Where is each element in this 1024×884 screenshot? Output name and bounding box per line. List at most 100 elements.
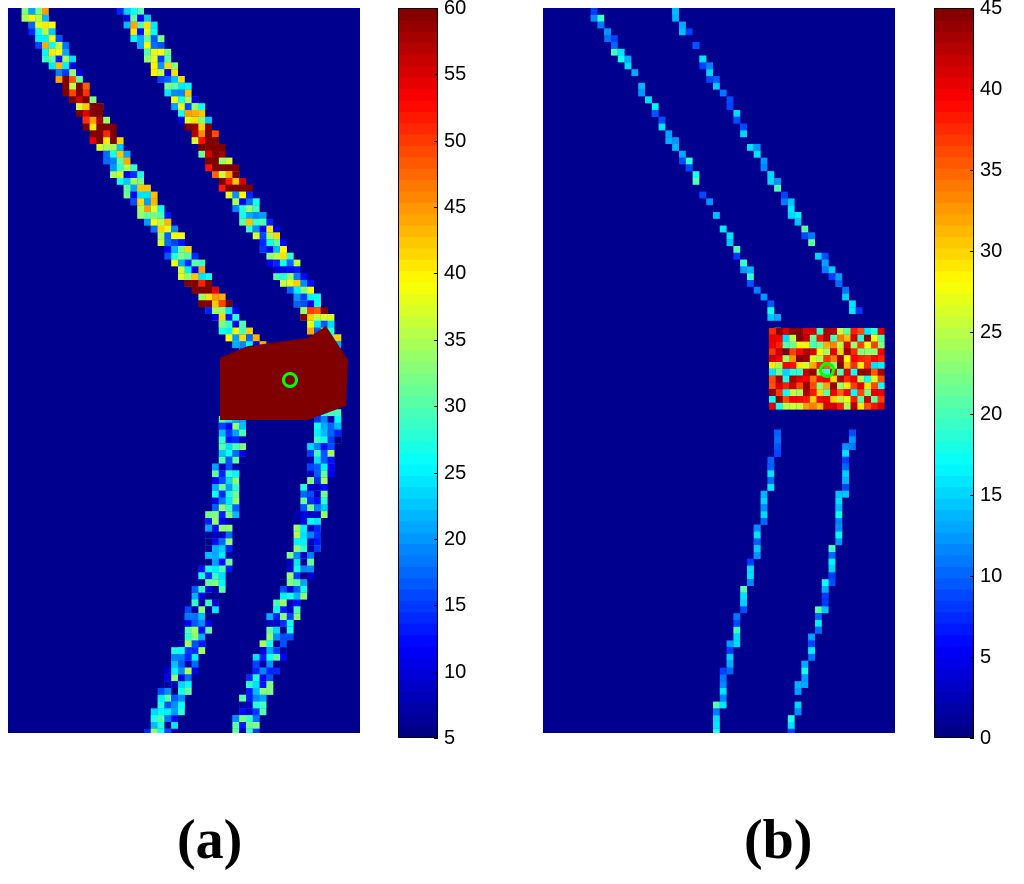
heatmap-a-cell [300, 307, 308, 314]
heatmap-b-cell [760, 157, 768, 165]
cbar-a-swatch [399, 589, 437, 601]
heatmap-b-block-cell [830, 396, 837, 403]
heatmap-a-cell [293, 552, 301, 559]
heatmap-a-cell [28, 28, 36, 36]
heatmap-a-cell [246, 728, 253, 733]
heatmap-a-cell [273, 266, 280, 274]
heatmap-b-block-cell [796, 368, 803, 376]
heatmap-a-cell [314, 307, 321, 314]
heatmap-a-cell [130, 21, 138, 29]
heatmap-b-block-cell [877, 402, 885, 410]
heatmap-b-block-cell [803, 362, 810, 369]
heatmap-b-block-cell [830, 402, 837, 410]
heatmap-a-cell [130, 35, 138, 42]
heatmap-a-cell [157, 69, 165, 76]
heatmap-a-cell [184, 674, 192, 682]
heatmap-a-cell [314, 320, 321, 328]
heatmap-a-cell [212, 171, 219, 178]
heatmap-a-cell [184, 89, 192, 97]
heatmap-b-block-cell [796, 382, 803, 390]
heatmap-b-block-cell [809, 362, 817, 369]
heatmap-a-cell [225, 524, 233, 532]
heatmap-b-cell [849, 436, 856, 444]
heatmap-a-cell [232, 320, 240, 328]
heatmap-b-cell [753, 538, 761, 546]
heatmap-b-block-cell [803, 375, 810, 383]
cbar-b-swatch [935, 520, 973, 533]
heatmap-a-cell [307, 518, 314, 525]
heatmap-a-cell [116, 137, 124, 144]
heatmap-b-block-cell [789, 328, 797, 335]
heatmap-a-cell [137, 171, 144, 178]
heatmap-a-cell [178, 681, 185, 688]
heatmap-b-block-cell [864, 341, 871, 349]
heatmap-a-cell [198, 273, 206, 280]
heatmap-a-cell [259, 218, 267, 226]
heatmap-a-cell [171, 82, 178, 90]
heatmap-a-cell [184, 96, 192, 104]
heatmap-b-block-cell [830, 355, 837, 362]
heatmap-a-cell [96, 144, 104, 151]
heatmap-b-cell [842, 477, 849, 484]
heatmap-a-cell [150, 55, 158, 63]
heatmap-b-block-cell [789, 362, 797, 369]
heatmap-a-cell [205, 592, 212, 600]
heatmap-a-cell [164, 212, 172, 219]
cbar-a-swatch [399, 293, 437, 306]
heatmap-a-cell [178, 667, 185, 675]
heatmap-b-block-cell [877, 389, 885, 396]
heatmap-a-cell [137, 184, 144, 192]
heatmap-a-cell [320, 320, 328, 328]
heatmap-a-cell [218, 450, 226, 457]
heatmap-a-cell [205, 606, 212, 614]
heatmap-a-cell [239, 722, 246, 729]
heatmap-b-cell [842, 470, 849, 478]
heatmap-b-block-cell [782, 334, 790, 342]
heatmap-a-cell [164, 246, 172, 253]
heatmap-a-cell [218, 470, 226, 478]
heatmap-a-cell [239, 218, 246, 226]
colorbar-tick-mark [434, 671, 438, 673]
heatmap-a-cell [246, 708, 253, 716]
heatmap-a-cell [198, 572, 206, 580]
heatmap-b-block-cell [789, 375, 797, 383]
heatmap-a-cell [48, 42, 56, 49]
heatmap-a-cell [184, 280, 192, 287]
heatmap-a-cell [130, 171, 138, 178]
heatmap-b-block-cell [830, 362, 837, 369]
heatmap-b-block-cell [864, 362, 871, 369]
heatmap-b-block-cell [857, 382, 865, 390]
heatmap-b-block-cell [809, 368, 817, 376]
heatmap-a-cell [314, 477, 321, 484]
heatmap-a-cell [232, 184, 240, 192]
heatmap-a-cell [178, 89, 185, 97]
heatmap-a-cell [89, 103, 97, 110]
heatmap-a-cell [266, 688, 274, 695]
heatmap-b-block-cell [796, 341, 803, 349]
heatmap-a-cell [212, 286, 219, 294]
cbar-a-swatch [399, 714, 437, 727]
heatmap-a-cell [62, 48, 70, 56]
heatmap-b-block-cell [837, 402, 844, 410]
heatmap-a-cell [205, 116, 212, 124]
heatmap-a-cell [130, 198, 138, 206]
heatmap-a-cell [232, 327, 240, 335]
heatmap-a-cell [320, 314, 328, 321]
heatmap-a-cell [225, 184, 233, 192]
heatmap-b [543, 8, 895, 733]
heatmap-a-cell [252, 212, 260, 219]
heatmap-a-cell [116, 150, 124, 158]
heatmap-b-block-cell [864, 396, 871, 403]
heatmap-a-cell [171, 239, 178, 246]
heatmap-a-cell [110, 171, 117, 178]
heatmap-b-block-cell [809, 328, 817, 335]
heatmap-b-block-cell [782, 328, 790, 335]
heatmap-a-cell [62, 76, 70, 83]
heatmap-b-cell [821, 592, 829, 600]
heatmap-a-cell [55, 69, 63, 76]
heatmap-b-block-cell [816, 341, 824, 349]
cbar-b-swatch [935, 259, 973, 272]
heatmap-a-cell [42, 42, 49, 49]
heatmap-a-cell [198, 565, 206, 573]
heatmap-a-cell [314, 314, 321, 321]
